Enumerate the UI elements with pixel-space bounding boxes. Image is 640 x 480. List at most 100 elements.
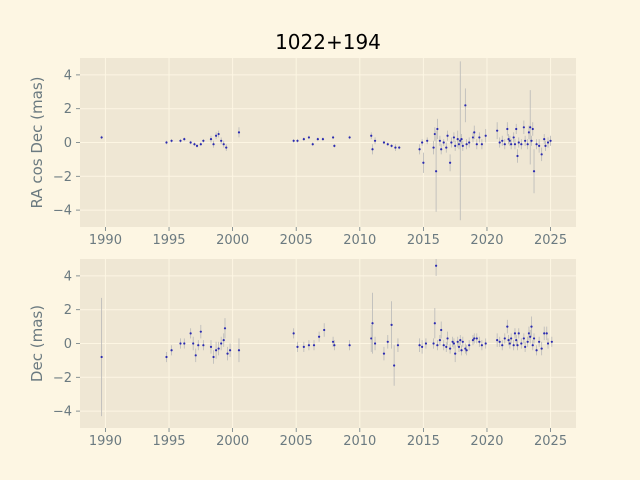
- data-point: [540, 347, 543, 350]
- data-point: [473, 131, 476, 134]
- data-point: [507, 339, 510, 342]
- data-point: [393, 364, 396, 367]
- data-point: [179, 342, 182, 345]
- data-point: [480, 143, 483, 146]
- data-point: [546, 342, 550, 345]
- data-point: [302, 138, 305, 141]
- data-point: [515, 127, 518, 131]
- y-tick-label: 2: [64, 102, 72, 117]
- data-point: [501, 139, 504, 142]
- data-point: [197, 344, 200, 347]
- data-point: [292, 139, 295, 142]
- data-point: [209, 138, 213, 141]
- data-point: [386, 340, 389, 343]
- data-point: [465, 349, 468, 352]
- data-point: [451, 340, 454, 343]
- data-point: [461, 340, 464, 343]
- data-point: [448, 161, 452, 164]
- data-point: [199, 330, 202, 333]
- data-point: [436, 127, 439, 131]
- data-point: [183, 342, 186, 345]
- data-point: [433, 132, 436, 136]
- x-tick-label: 2015: [407, 233, 440, 248]
- data-point: [311, 143, 314, 146]
- data-point: [296, 139, 299, 142]
- data-point: [465, 143, 468, 146]
- data-point: [501, 344, 504, 347]
- data-point: [223, 327, 227, 330]
- data-point: [390, 144, 393, 147]
- data-point: [535, 143, 538, 146]
- data-point: [454, 352, 457, 355]
- data-point: [503, 337, 506, 340]
- data-point: [450, 141, 453, 144]
- x-tick-label: 2005: [280, 434, 313, 449]
- data-point: [468, 141, 471, 144]
- y-tick-label: 0: [64, 136, 72, 151]
- data-point: [530, 139, 533, 142]
- data-point: [475, 337, 478, 340]
- data-point: [226, 352, 229, 355]
- y-tick-label: −4: [53, 204, 72, 219]
- y-tick-label: 2: [64, 303, 72, 318]
- data-point: [421, 141, 424, 144]
- data-point: [386, 143, 389, 146]
- data-point: [460, 138, 463, 141]
- x-tick-label: 2025: [534, 434, 567, 449]
- data-point: [189, 332, 192, 335]
- data-point: [394, 146, 397, 149]
- x-tick-label: 2025: [534, 233, 567, 248]
- data-point: [370, 337, 373, 340]
- data-point: [464, 104, 467, 107]
- x-tick-label: 2015: [407, 434, 440, 449]
- data-point: [421, 345, 424, 348]
- data-point: [456, 340, 459, 343]
- data-point: [193, 143, 196, 146]
- data-point: [220, 342, 223, 345]
- data-point: [532, 337, 536, 340]
- data-point: [506, 325, 509, 328]
- x-tick-label: 2005: [280, 233, 313, 248]
- data-point: [331, 136, 335, 139]
- data-point: [503, 143, 506, 146]
- data-point: [459, 339, 462, 342]
- y-tick-label: −2: [53, 170, 72, 185]
- data-point: [529, 126, 532, 129]
- data-point: [170, 349, 173, 352]
- data-point: [373, 342, 377, 345]
- data-point: [524, 139, 527, 142]
- x-tick-label: 1995: [152, 434, 185, 449]
- data-point: [194, 354, 197, 357]
- x-tick-label: 2000: [216, 233, 249, 248]
- data-point: [448, 347, 452, 350]
- data-point: [100, 355, 103, 359]
- x-tick-label: 2020: [470, 434, 503, 449]
- data-point: [371, 322, 374, 325]
- data-point: [473, 337, 476, 340]
- data-point: [296, 345, 299, 348]
- x-tick-label: 2010: [343, 434, 376, 449]
- data-point: [516, 154, 519, 158]
- data-point: [382, 141, 386, 144]
- data-point: [520, 342, 523, 345]
- data-point: [452, 342, 456, 345]
- data-point: [202, 139, 205, 142]
- data-point: [331, 340, 335, 343]
- x-tick-label: 2010: [343, 233, 376, 248]
- data-point: [550, 340, 553, 343]
- x-tick-label: 2020: [470, 233, 503, 248]
- data-point: [212, 355, 215, 359]
- data-point: [217, 132, 220, 136]
- data-point: [442, 141, 445, 144]
- y-tick-label: 4: [64, 68, 72, 83]
- data-point: [524, 345, 527, 348]
- data-point: [183, 138, 186, 141]
- data-point: [507, 138, 510, 141]
- data-point: [398, 146, 401, 149]
- data-point: [333, 144, 336, 147]
- data-point: [478, 136, 481, 139]
- data-point: [480, 344, 483, 347]
- chart-title: 1022+194: [275, 30, 381, 54]
- data-point: [532, 170, 536, 173]
